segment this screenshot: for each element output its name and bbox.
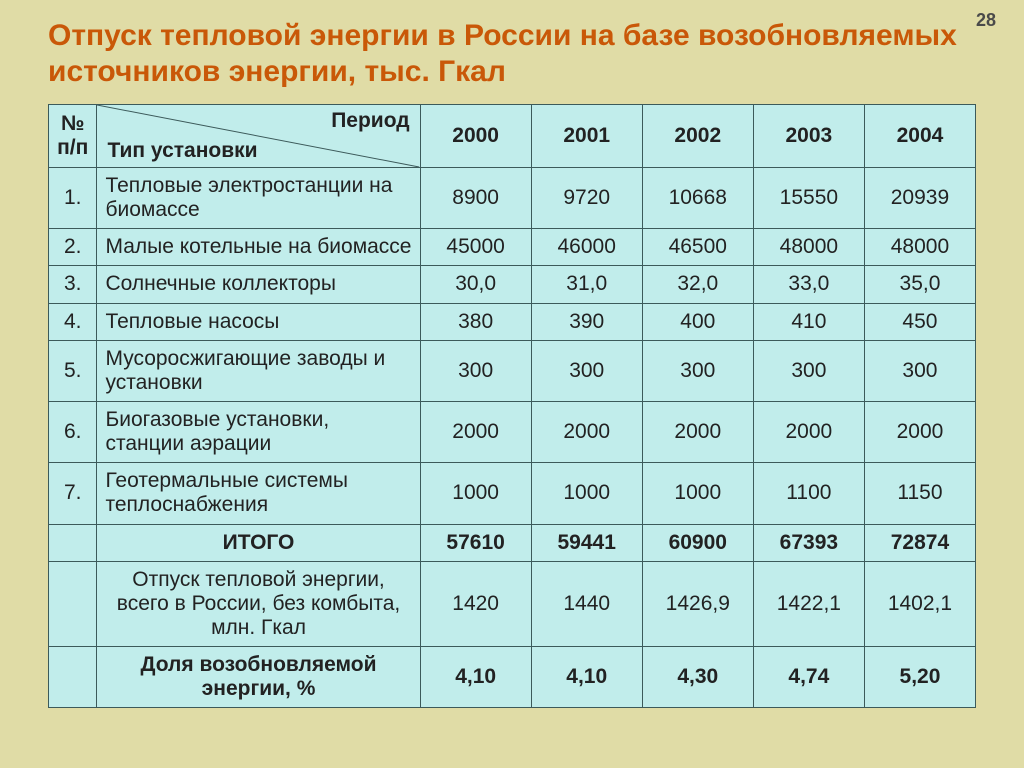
row-value: 300 [864, 340, 975, 401]
row-value: 2000 [531, 401, 642, 462]
row-value: 35,0 [864, 266, 975, 303]
row-value: 300 [642, 340, 753, 401]
footer-label: Отпуск тепловой энергии, всего в России,… [97, 561, 420, 646]
header-year: 2000 [420, 105, 531, 168]
row-label: Тепловые насосы [97, 303, 420, 340]
row-value: 32,0 [642, 266, 753, 303]
header-year: 2003 [753, 105, 864, 168]
total-value: 57610 [420, 524, 531, 561]
row-value: 400 [642, 303, 753, 340]
table-row: 3.Солнечные коллекторы30,031,032,033,035… [49, 266, 976, 303]
row-value: 9720 [531, 168, 642, 229]
row-label: Малые котельные на биомассе [97, 229, 420, 266]
row-index [49, 561, 97, 646]
row-value: 8900 [420, 168, 531, 229]
header-year: 2002 [642, 105, 753, 168]
row-value: 450 [864, 303, 975, 340]
row-value: 2000 [420, 401, 531, 462]
row-index: 5. [49, 340, 97, 401]
table-row: 1.Тепловые электростанции на биомассе890… [49, 168, 976, 229]
row-label: Геотермальные системы теплоснабжения [97, 463, 420, 524]
row-label: Мусоросжигающие заводы и установки [97, 340, 420, 401]
table-row: 4.Тепловые насосы380390400410450 [49, 303, 976, 340]
page-number: 28 [976, 10, 996, 31]
footer-value: 1440 [531, 561, 642, 646]
header-diagonal: Период Тип установки [97, 105, 420, 168]
row-index: 2. [49, 229, 97, 266]
row-value: 48000 [753, 229, 864, 266]
row-value: 2000 [753, 401, 864, 462]
footer-row: Доля возобновляемой энергии, %4,104,104,… [49, 647, 976, 708]
footer-value: 1420 [420, 561, 531, 646]
row-value: 1000 [531, 463, 642, 524]
footer-value: 4,30 [642, 647, 753, 708]
row-value: 20939 [864, 168, 975, 229]
table-row: 2.Малые котельные на биомассе45000460004… [49, 229, 976, 266]
row-label: Биогазовые установки, станции аэрации [97, 401, 420, 462]
footer-value: 4,74 [753, 647, 864, 708]
row-value: 46000 [531, 229, 642, 266]
footer-row: Отпуск тепловой энергии, всего в России,… [49, 561, 976, 646]
row-value: 300 [531, 340, 642, 401]
table-row: 7.Геотермальные системы теплоснабжения10… [49, 463, 976, 524]
footer-value: 4,10 [420, 647, 531, 708]
row-label: Солнечные коллекторы [97, 266, 420, 303]
header-year: 2004 [864, 105, 975, 168]
row-label: Тепловые электростанции на биомассе [97, 168, 420, 229]
table-header-row: № п/п Период Тип установки 2000 2001 200… [49, 105, 976, 168]
row-value: 45000 [420, 229, 531, 266]
row-index [49, 647, 97, 708]
row-value: 10668 [642, 168, 753, 229]
total-value: 59441 [531, 524, 642, 561]
row-value: 300 [420, 340, 531, 401]
footer-value: 1426,9 [642, 561, 753, 646]
row-index [49, 524, 97, 561]
footer-value: 1422,1 [753, 561, 864, 646]
row-value: 2000 [864, 401, 975, 462]
footer-value: 1402,1 [864, 561, 975, 646]
total-value: 60900 [642, 524, 753, 561]
row-value: 15550 [753, 168, 864, 229]
total-value: 72874 [864, 524, 975, 561]
row-value: 1150 [864, 463, 975, 524]
table-row: 5.Мусоросжигающие заводы и установки3003… [49, 340, 976, 401]
slide: 28 Отпуск тепловой энергии в России на б… [0, 0, 1024, 768]
row-index: 4. [49, 303, 97, 340]
row-index: 6. [49, 401, 97, 462]
row-value: 48000 [864, 229, 975, 266]
row-value: 300 [753, 340, 864, 401]
footer-value: 4,10 [531, 647, 642, 708]
row-value: 1100 [753, 463, 864, 524]
row-index: 1. [49, 168, 97, 229]
slide-title: Отпуск тепловой энергии в России на базе… [48, 18, 976, 90]
header-type-label: Тип установки [107, 139, 257, 163]
row-value: 33,0 [753, 266, 864, 303]
row-value: 410 [753, 303, 864, 340]
row-value: 1000 [642, 463, 753, 524]
row-value: 390 [531, 303, 642, 340]
footer-label: Доля возобновляемой энергии, % [97, 647, 420, 708]
row-index: 7. [49, 463, 97, 524]
header-year: 2001 [531, 105, 642, 168]
total-row: ИТОГО5761059441609006739372874 [49, 524, 976, 561]
row-value: 46500 [642, 229, 753, 266]
row-value: 30,0 [420, 266, 531, 303]
data-table: № п/п Период Тип установки 2000 2001 200… [48, 104, 976, 708]
footer-value: 5,20 [864, 647, 975, 708]
row-index: 3. [49, 266, 97, 303]
row-value: 1000 [420, 463, 531, 524]
total-label: ИТОГО [97, 524, 420, 561]
table-row: 6.Биогазовые установки, станции аэрации2… [49, 401, 976, 462]
total-value: 67393 [753, 524, 864, 561]
row-value: 2000 [642, 401, 753, 462]
header-period-label: Период [331, 109, 409, 133]
header-index: № п/п [49, 105, 97, 168]
row-value: 31,0 [531, 266, 642, 303]
row-value: 380 [420, 303, 531, 340]
